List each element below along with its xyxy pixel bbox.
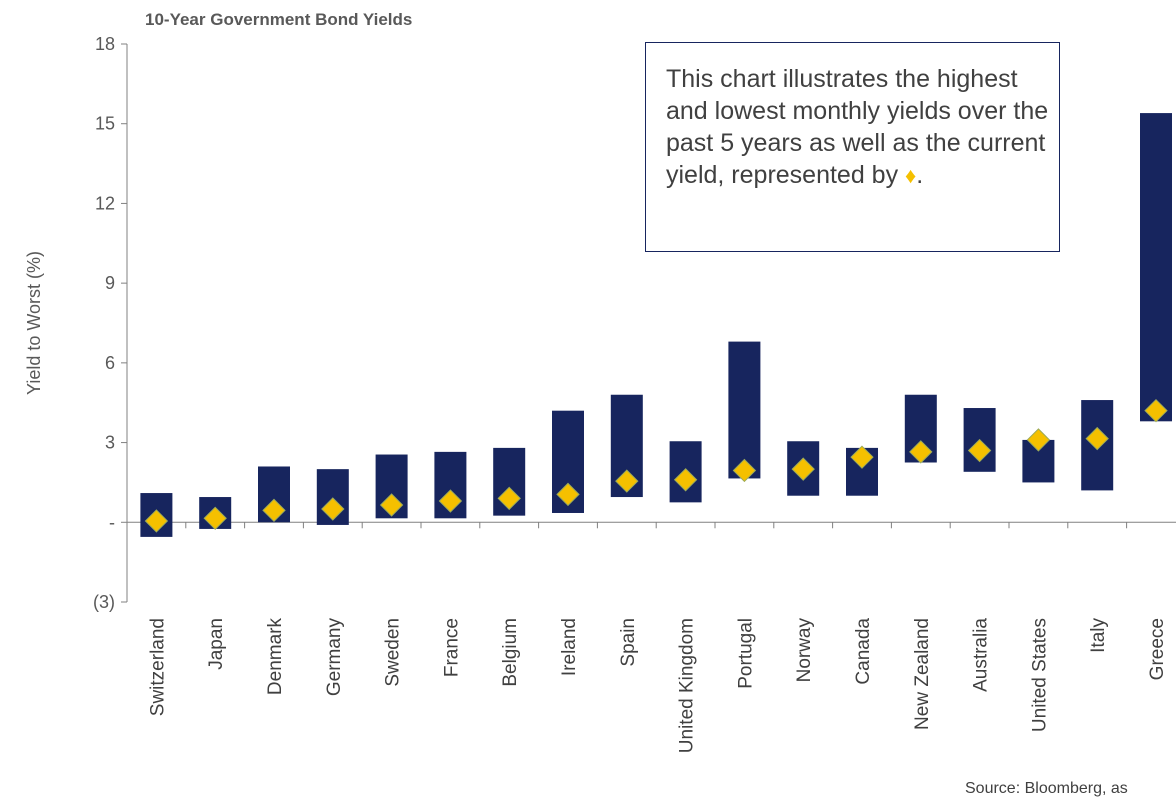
current-yield-diamond [203, 506, 227, 531]
current-yield-diamond [909, 440, 933, 464]
current-yield-diamond [262, 498, 286, 523]
x-tick-label: Sweden [383, 618, 404, 687]
x-tick-label: Greece [1147, 618, 1168, 680]
y-tick-label: 12 [95, 193, 115, 213]
current-yield-diamond [1085, 426, 1109, 451]
current-yield-diamond [438, 489, 463, 513]
annotation-text: This chart illustrates the highest and l… [666, 65, 1049, 189]
y-tick-label: 9 [105, 273, 115, 293]
x-tick-label: Spain [618, 618, 639, 667]
y-tick-label: (3) [93, 592, 115, 612]
current-yield-diamond [615, 469, 639, 493]
y-tick-label: 6 [105, 353, 115, 373]
annotation-end: . [916, 161, 924, 189]
x-tick-label: Australia [971, 618, 992, 692]
y-axis-title: Yield to Worst (%) [24, 251, 44, 395]
x-tick-label: Germany [324, 618, 345, 697]
x-tick-label: Italy [1088, 618, 1109, 653]
x-tick-label: Switzerland [147, 618, 168, 716]
y-tick-label: 18 [95, 34, 115, 54]
current-yield-diamond [732, 458, 757, 483]
x-tick-label: Belgium [500, 618, 521, 687]
current-yield-diamond [556, 482, 580, 507]
current-yield-diamond [673, 468, 698, 492]
y-tick-label: - [109, 512, 115, 532]
current-yield-diamond [321, 497, 345, 521]
current-yield-diamond [1026, 428, 1051, 452]
x-tick-label: Ireland [559, 618, 580, 676]
x-tick-label: Canada [853, 618, 874, 685]
current-yield-diamond [850, 445, 874, 469]
range-bar-greece [1140, 113, 1172, 422]
x-tick-label: France [441, 618, 462, 677]
current-yield-diamond [791, 457, 815, 481]
current-yield-diamond [497, 486, 521, 511]
annotation-box: This chart illustrates the highest and l… [645, 42, 1060, 252]
chart-title: 10-Year Government Bond Yields [145, 10, 413, 29]
current-yield-diamond [1144, 398, 1168, 423]
current-yield-diamond [379, 493, 404, 517]
x-tick-label: United Kingdom [677, 618, 698, 753]
y-tick-label: 15 [95, 114, 115, 134]
current-yield-diamond [144, 509, 169, 533]
x-tick-label: New Zealand [912, 618, 933, 730]
x-tick-label: United States [1029, 618, 1050, 732]
x-tick-label: Japan [206, 618, 227, 670]
range-bar-portugal [728, 341, 761, 479]
x-tick-label: Norway [794, 618, 815, 683]
diamond-marker-icon: ♦ [905, 163, 917, 188]
x-tick-label: Denmark [265, 618, 286, 696]
x-tick-label: Portugal [735, 618, 756, 689]
y-tick-label: 3 [105, 433, 115, 453]
current-yield-diamond [967, 438, 992, 463]
source-note: Source: Bloomberg, as [965, 780, 1128, 797]
